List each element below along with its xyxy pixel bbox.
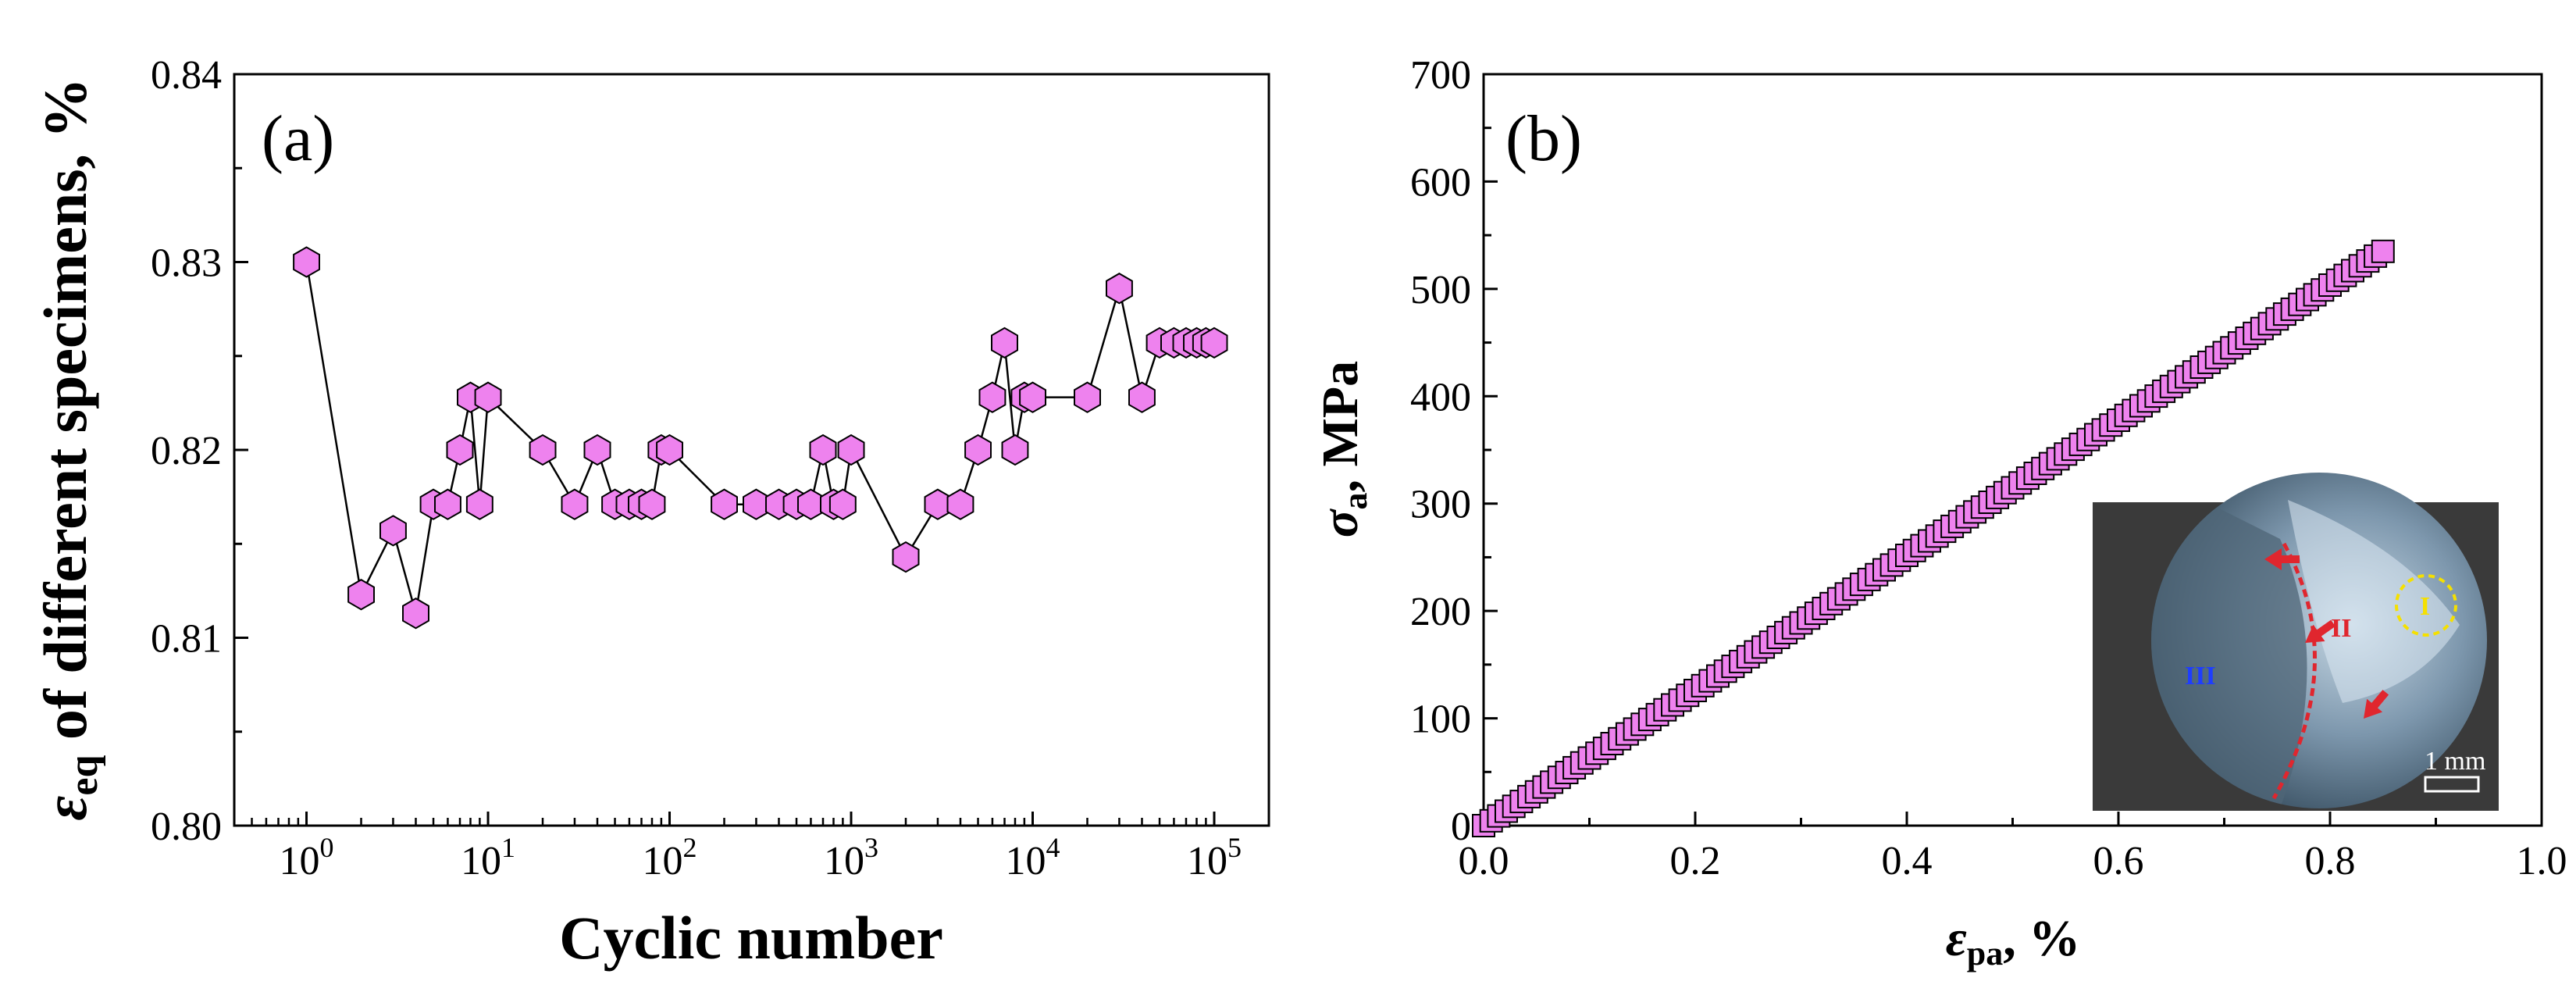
panel-a-x-tick-labels: 100 101 102 103 104 105 [280, 832, 1242, 883]
y-tick-label: 700 [1410, 53, 1471, 98]
region-i-label: I [2420, 592, 2430, 621]
data-point [583, 434, 611, 466]
fracture-surface-inset: I II III 1 mm [2093, 473, 2499, 811]
data-point [402, 598, 429, 630]
data-point [638, 488, 666, 520]
panel-b-y-tick-labels: 0 100 200 300 400 500 600 700 [1410, 53, 1471, 849]
data-point [561, 488, 589, 520]
y-tick-label: 0.84 [151, 53, 222, 98]
region-ii-label: II [2331, 614, 2351, 643]
data-point [379, 515, 407, 547]
data-point [1001, 434, 1029, 466]
y-tick-label: 600 [1410, 160, 1471, 205]
data-point [837, 434, 865, 466]
x-tick-label: 0.2 [1670, 839, 1721, 883]
data-point [2371, 239, 2395, 263]
data-point [347, 579, 375, 611]
panel-b-x-axis-title: εpa, % [1946, 910, 2081, 972]
initiation-site-circle [2395, 574, 2457, 637]
x-tick-label: 1.0 [2517, 839, 2567, 883]
data-point [743, 488, 770, 520]
y-tick-label: 0.83 [151, 241, 222, 286]
panel-a-series [293, 246, 1228, 630]
x-tick-label: 101 [461, 832, 515, 883]
data-point [946, 488, 974, 520]
panel-b-y-axis-title: σa, MPa [1312, 361, 1374, 537]
data-point [711, 488, 738, 520]
region-iii-shade [2151, 473, 2307, 808]
data-point [434, 488, 461, 520]
panel-b-label: (b) [1505, 102, 1582, 175]
scale-bar [2424, 776, 2480, 793]
data-point [293, 246, 320, 278]
data-point [465, 488, 493, 520]
x-tick-label: 0.6 [2093, 839, 2144, 883]
x-tick-label: 102 [643, 832, 697, 883]
x-tick-label: 0.8 [2305, 839, 2356, 883]
data-point [892, 541, 920, 573]
data-point [991, 327, 1018, 359]
panel-a-y-tick-labels: 0.80 0.81 0.82 0.83 0.84 [151, 53, 222, 849]
data-point [1200, 327, 1228, 359]
panel-a-frame [233, 73, 1270, 827]
panel-b-series [1472, 239, 2395, 837]
chart-panel-b: 0 100 200 300 400 500 600 700 0.0 0.2 0.4 0.6 0.8 1.… [1312, 53, 2567, 972]
series-line [305, 262, 1215, 614]
x-tick-label: 103 [824, 832, 878, 883]
region-iii-label: III [2185, 662, 2216, 690]
y-tick-label: 0.81 [151, 617, 222, 662]
chart-panel-a: 0.800.810.820.830.84 100 101 102 103 104 105 … [31, 53, 1270, 972]
data-point [446, 434, 474, 466]
data-point [1106, 273, 1133, 305]
arrow-icon [2264, 548, 2300, 570]
data-point [474, 381, 502, 413]
arrow-icon [2364, 690, 2389, 719]
y-tick-label: 0 [1451, 805, 1471, 849]
y-tick-label: 0.82 [151, 429, 222, 473]
data-point [924, 488, 952, 520]
data-point [964, 434, 992, 466]
y-tick-label: 100 [1410, 698, 1471, 742]
scale-bar-label: 1 mm [2425, 747, 2485, 776]
boundary-dashed-line [2271, 542, 2317, 800]
panel-a-y-axis-title: εeq of different specimens, % [31, 77, 106, 820]
arrow-icon [2305, 619, 2336, 643]
region-ii-light [2288, 500, 2460, 703]
y-tick-label: 0.80 [151, 805, 222, 849]
panel-a-ticks [233, 73, 1270, 827]
panel-a-x-axis-title: Cyclic number [559, 904, 943, 972]
panel-b-x-tick-labels: 0.0 0.2 0.4 0.6 0.8 1.0 [1459, 839, 2567, 883]
x-tick-label: 100 [280, 832, 334, 883]
data-point [1128, 381, 1156, 413]
y-tick-label: 200 [1410, 590, 1471, 634]
panel-a-label: (a) [262, 102, 334, 175]
data-point [797, 488, 825, 520]
x-tick-label: 0.0 [1459, 839, 1509, 883]
x-tick-label: 105 [1187, 832, 1242, 883]
data-point [1074, 381, 1101, 413]
x-tick-label: 0.4 [1882, 839, 1933, 883]
y-tick-label: 500 [1410, 268, 1471, 312]
data-point [809, 434, 837, 466]
x-tick-label: 104 [1006, 832, 1060, 883]
y-tick-label: 300 [1410, 483, 1471, 527]
data-point [656, 434, 683, 466]
data-point [1019, 381, 1046, 413]
data-point [828, 488, 857, 520]
data-point [978, 381, 1007, 413]
data-point [529, 434, 557, 466]
y-tick-label: 400 [1410, 375, 1471, 419]
